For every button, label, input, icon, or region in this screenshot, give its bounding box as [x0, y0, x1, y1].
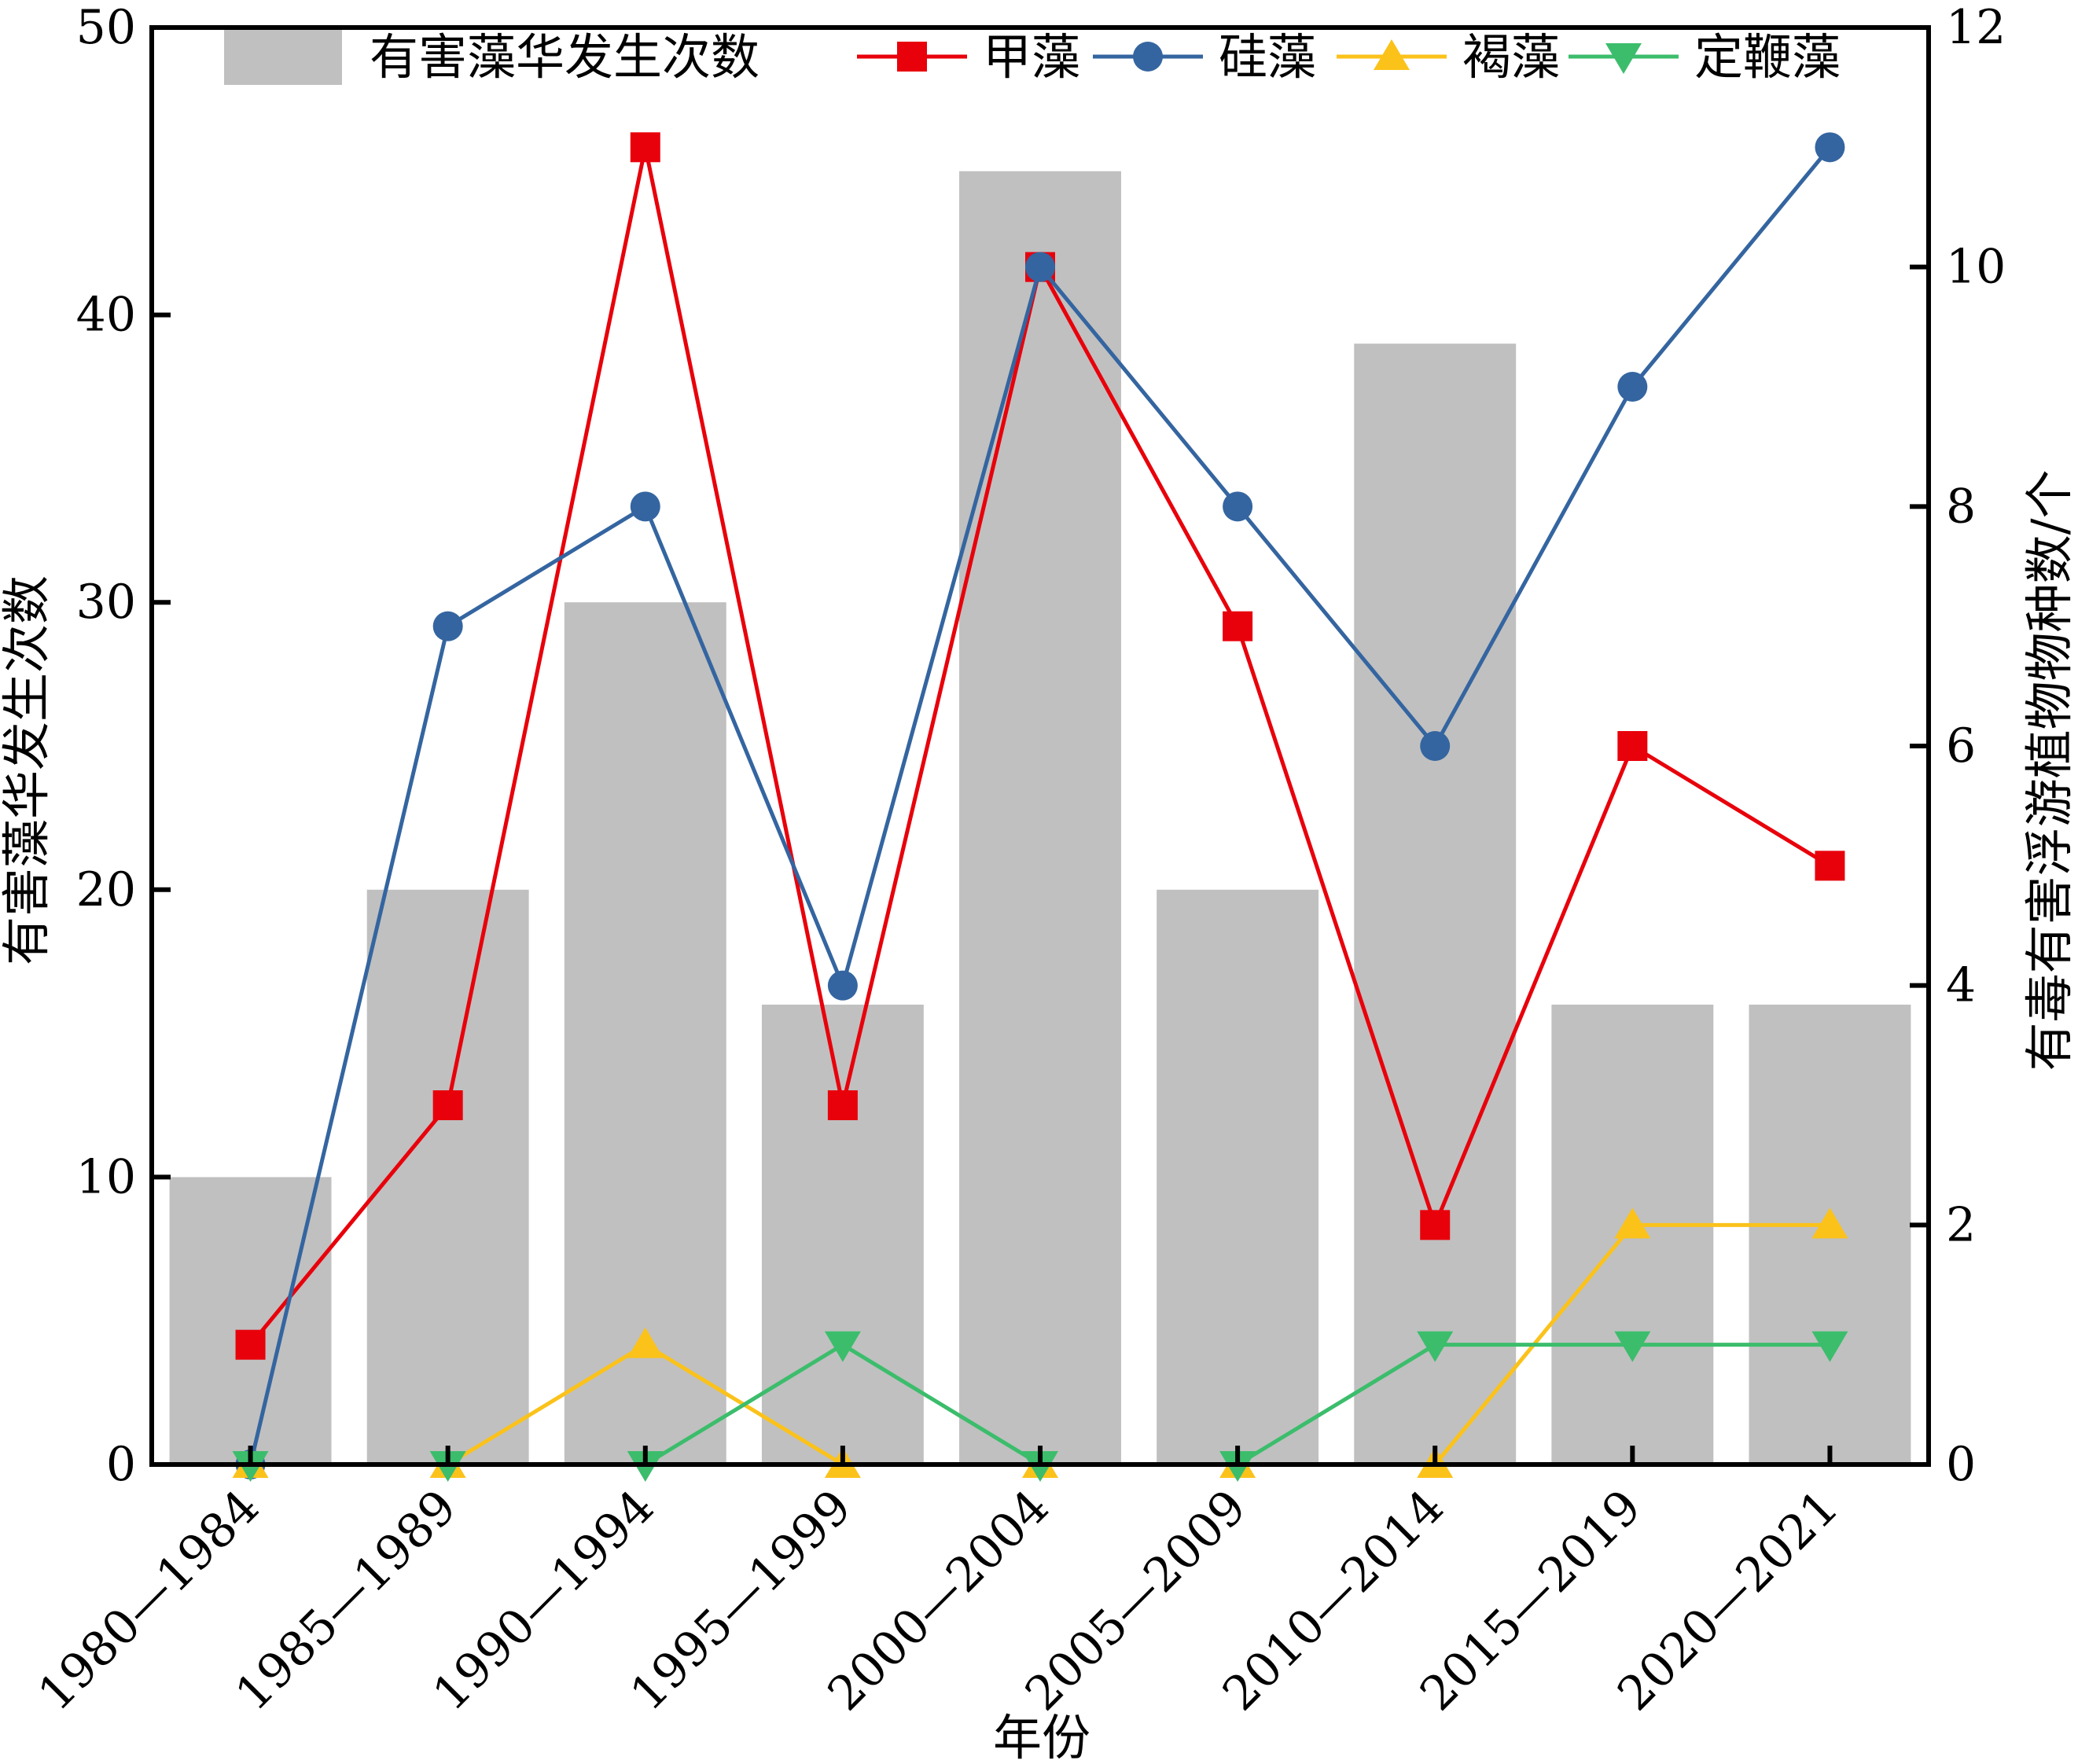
- legend-marker-1: [1133, 42, 1163, 72]
- bar-2010—2014: [1354, 344, 1517, 1464]
- bar-1985—1989: [366, 889, 529, 1464]
- series-3-point-1995—1999: [824, 1331, 861, 1362]
- legend-label-3: 定鞭藻: [1694, 28, 1841, 86]
- series-1-point-2000—2004: [1025, 252, 1055, 282]
- series-1-point-1985—1989: [432, 611, 463, 641]
- series-0-point-2005—2009: [1223, 611, 1253, 641]
- series-1-point-2015—2019: [1617, 372, 1648, 402]
- legend: 有害藻华发生次数 甲藻 硅藻 褐藻 定鞭藻: [224, 28, 1841, 86]
- series-0-point-1985—1989: [432, 1090, 463, 1120]
- y-right-tick-label: 10: [1946, 240, 2006, 295]
- series-2-point-2020—2021: [1811, 1207, 1848, 1239]
- x-axis-title: 年份: [993, 1709, 1090, 1764]
- legend-label-2: 褐藻: [1462, 28, 1560, 86]
- series-0-point-1995—1999: [827, 1090, 858, 1120]
- y-right-tick-label: 12: [1946, 0, 2006, 55]
- bar-1995—1999: [761, 1005, 924, 1464]
- series-1-point-2005—2009: [1223, 491, 1253, 522]
- legend-label-1: 硅藻: [1219, 28, 1316, 86]
- y-left-tick-label: 0: [106, 1437, 136, 1492]
- series-2-point-2015—2019: [1614, 1207, 1651, 1239]
- series-0-point-1990—1994: [630, 132, 660, 163]
- bar-2005—2009: [1157, 889, 1319, 1464]
- bar-1980—1984: [169, 1177, 332, 1464]
- legend-label-bar: 有害藻华发生次数: [370, 28, 759, 86]
- y-left-tick-label: 50: [76, 0, 136, 55]
- y-left-tick-label: 20: [76, 862, 136, 917]
- y-right-tick-label: 6: [1946, 718, 1976, 774]
- bar-1990—1994: [564, 602, 726, 1465]
- series-1-point-2020—2021: [1815, 132, 1845, 163]
- legend-marker-2: [1374, 39, 1410, 70]
- bar-series-group: [169, 171, 1911, 1465]
- y-left-tick-label: 30: [76, 575, 136, 630]
- series-3-point-2010—2014: [1417, 1331, 1454, 1362]
- y-axis-right-title: 有毒有害浮游植物物种数/个: [2021, 470, 2078, 1071]
- legend-swatch-bar: [224, 30, 342, 85]
- y-right-tick-label: 0: [1946, 1437, 1976, 1492]
- bar-2000—2004: [959, 171, 1121, 1464]
- y-left-tick-label: 10: [76, 1149, 136, 1204]
- legend-marker-0: [897, 42, 927, 72]
- series-2-point-1990—1994: [627, 1327, 664, 1358]
- series-1-point-1990—1994: [630, 491, 660, 522]
- series-3-point-2015—2019: [1614, 1331, 1651, 1362]
- series-0-point-2010—2014: [1420, 1210, 1451, 1240]
- line-series-group: [232, 132, 1848, 1482]
- series-0-point-1980—1984: [235, 1329, 266, 1360]
- series-1-point-2010—2014: [1420, 731, 1451, 761]
- series-1-point-1995—1999: [827, 970, 858, 1001]
- y-left-tick-label: 40: [76, 288, 136, 343]
- legend-marker-3: [1605, 43, 1642, 74]
- y-axis-left-title: 有害藻华发生次数: [0, 575, 55, 965]
- y-right-tick-label: 4: [1946, 958, 1976, 1013]
- series-0-point-2020—2021: [1815, 851, 1845, 881]
- legend-label-0: 甲藻: [983, 28, 1080, 86]
- y-right-tick-label: 2: [1946, 1197, 1976, 1252]
- series-3-point-2020—2021: [1811, 1331, 1848, 1362]
- series-0-point-2015—2019: [1617, 731, 1648, 761]
- y-right-tick-label: 8: [1946, 479, 1976, 534]
